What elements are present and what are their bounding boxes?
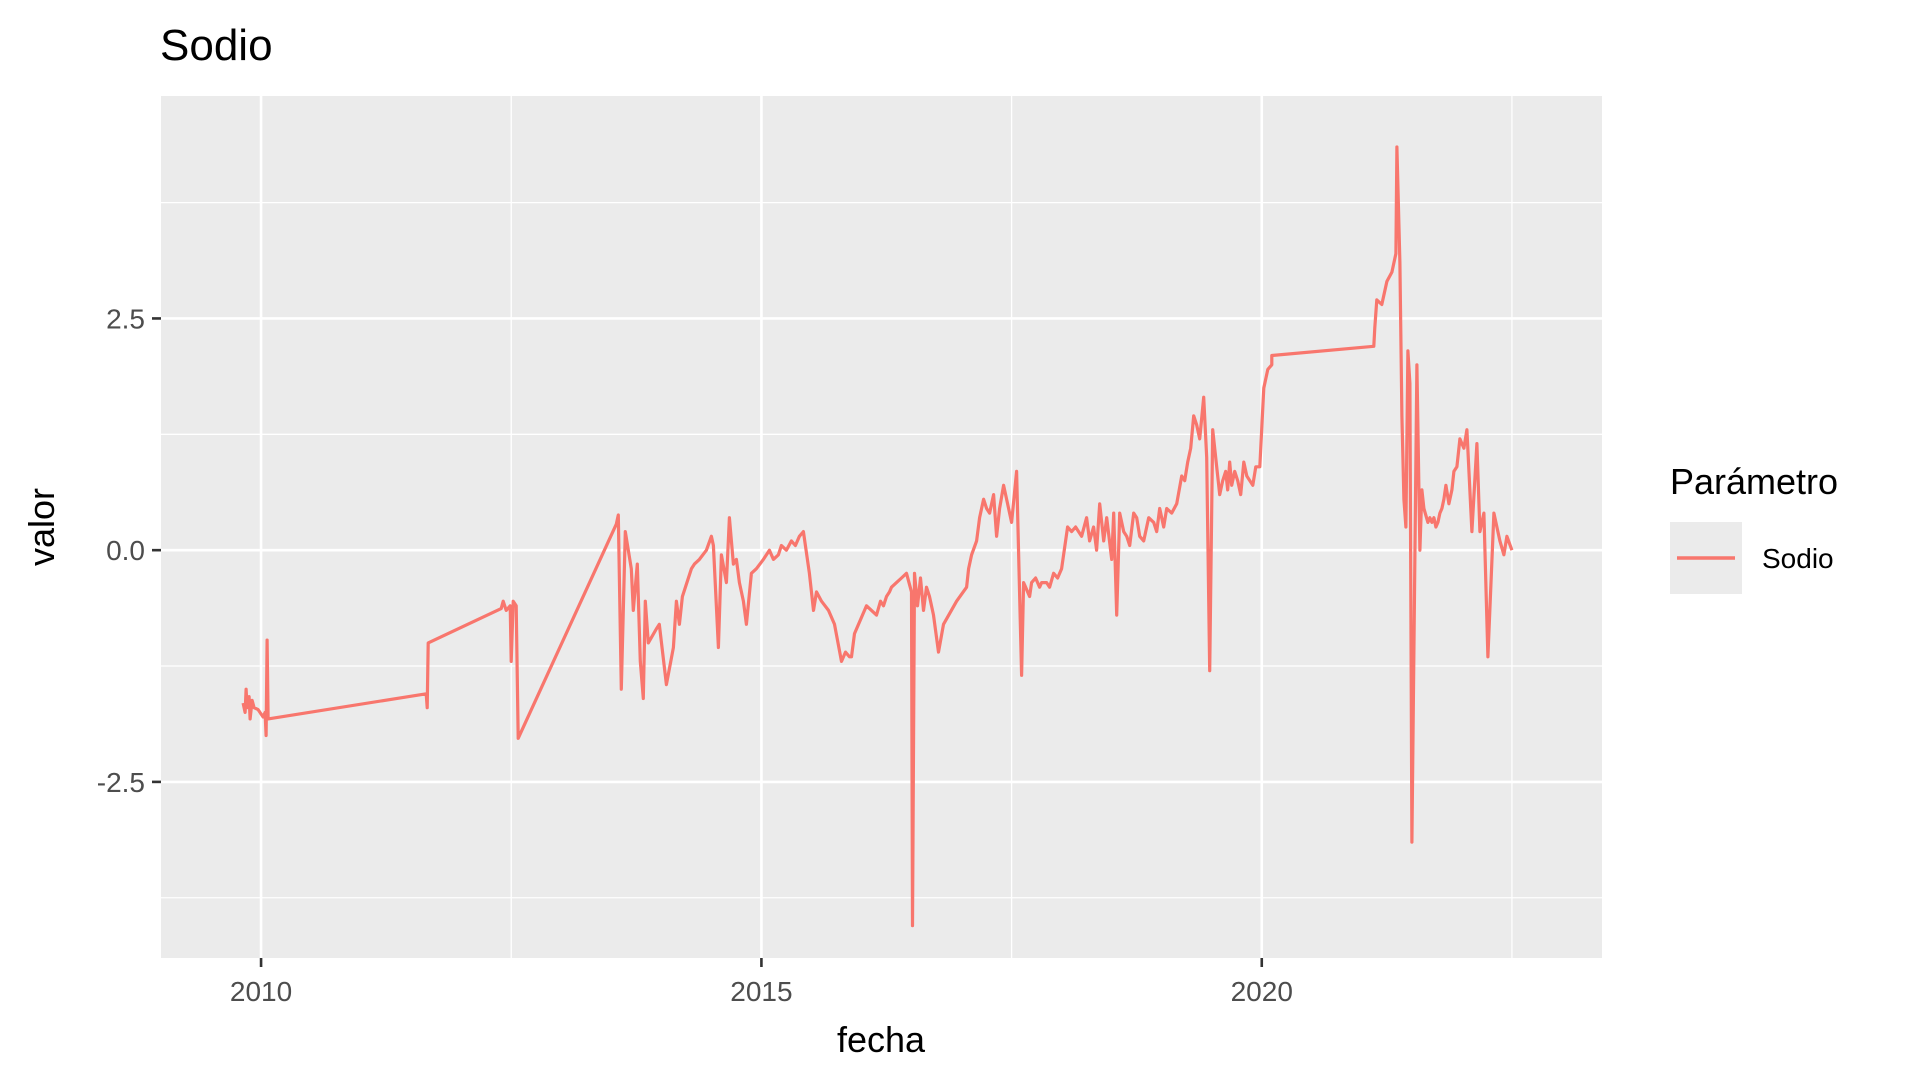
- minor-gridlines: [161, 96, 1602, 958]
- chart-title: Sodio: [160, 21, 273, 70]
- y-axis-title: valor: [21, 488, 62, 566]
- y-tick-labels: -2.5 0.0 2.5: [97, 303, 145, 797]
- x-tick-label: 2010: [230, 976, 292, 1007]
- legend: Parámetro Sodio: [1670, 461, 1838, 594]
- y-tick-label: -2.5: [97, 767, 145, 798]
- x-tick-label: 2020: [1231, 976, 1293, 1007]
- series-group: [241, 145, 1514, 928]
- axis-ticks: [152, 317, 1264, 967]
- y-tick-label: 2.5: [106, 303, 145, 334]
- y-tick-label: 0.0: [106, 535, 145, 566]
- x-axis-title: fecha: [837, 1019, 926, 1060]
- legend-title: Parámetro: [1670, 461, 1838, 502]
- legend-label-sodio: Sodio: [1762, 543, 1834, 574]
- series-line-sodio: [241, 145, 1514, 928]
- x-tick-label: 2015: [730, 976, 792, 1007]
- major-gridlines: [161, 96, 1602, 958]
- plot-panel: [161, 96, 1602, 958]
- x-tick-labels: 2010 2015 2020: [230, 976, 1293, 1007]
